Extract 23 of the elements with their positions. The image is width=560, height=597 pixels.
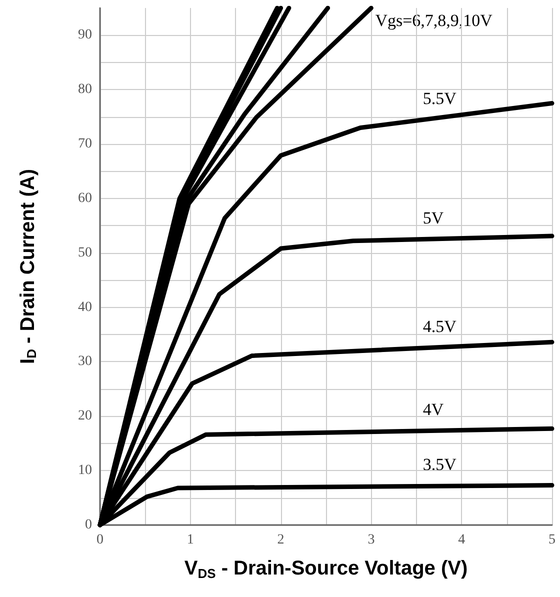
series-label: 5.5V	[422, 88, 458, 108]
y-tick-label: 80	[78, 82, 92, 98]
y-tick-label: 90	[78, 28, 92, 43]
series-label: 4.5V	[422, 317, 458, 336]
x-tick-label: 2	[277, 532, 284, 548]
y-axis-title: ID - Drain Current (A)	[17, 169, 39, 364]
series-label: 4V	[422, 400, 444, 419]
y-tick-label: 50	[78, 245, 92, 260]
series-label: 3.5V	[422, 455, 458, 474]
y-tick-label: 0	[85, 518, 92, 532]
y-tick-label: 60	[78, 190, 92, 206]
y-tick-label: 70	[78, 136, 92, 152]
y-tick-label: 10	[78, 463, 92, 478]
series-label: 5V	[422, 208, 444, 228]
y-tick-label: 40	[78, 300, 92, 315]
y-tick-label: 30	[78, 354, 92, 370]
x-tick-label: 5	[548, 532, 556, 548]
y-tick-label: 20	[78, 408, 92, 424]
x-tick-label: 0	[96, 532, 104, 548]
x-tick-label: 4	[458, 532, 466, 548]
annotation: Vgs=6,7,8,9,10V	[375, 11, 494, 30]
x-tick-label: 3	[368, 532, 375, 548]
x-tick-label: 1	[186, 532, 194, 548]
